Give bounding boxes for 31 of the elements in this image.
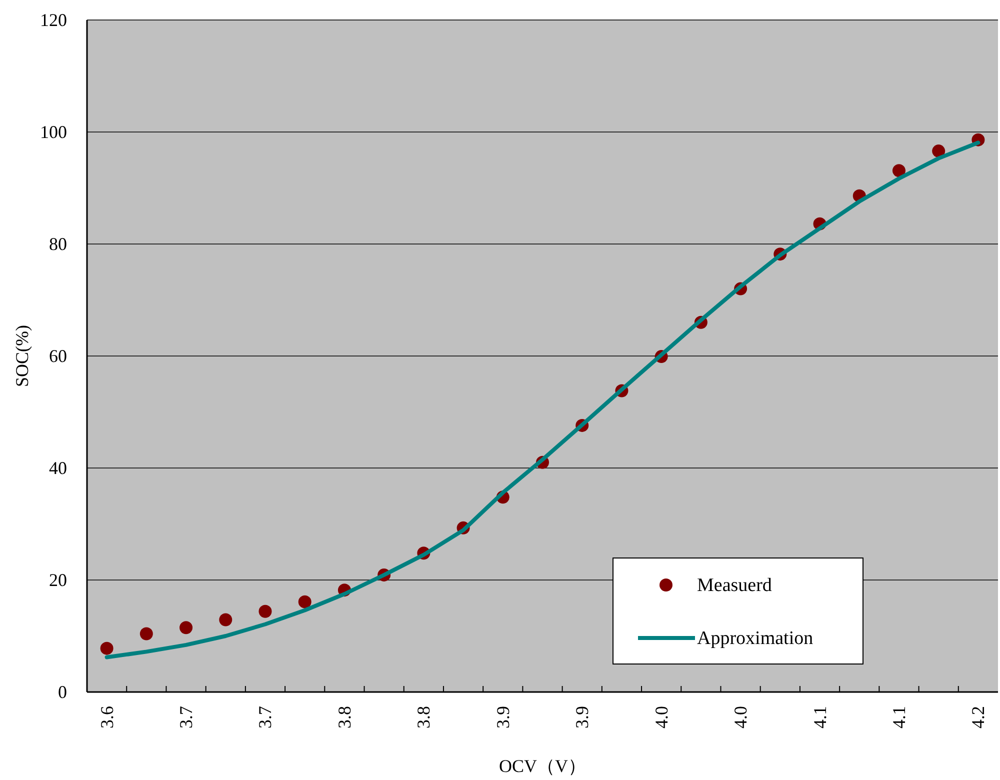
y-tick-label: 20 (49, 570, 67, 590)
x-tick-label: 4.0 (651, 706, 672, 728)
x-tick-label: 4.1 (888, 706, 909, 728)
point (219, 613, 232, 626)
point (100, 642, 114, 655)
y-tick-label: 0 (58, 682, 67, 702)
x-tick-label: 3.9 (492, 706, 513, 728)
x-tick-label: 3.7 (255, 706, 276, 728)
point (892, 164, 906, 178)
x-tick-label: 3.8 (414, 706, 434, 728)
y-tick-label: 60 (49, 346, 67, 366)
y-tick-label: 100 (40, 122, 67, 142)
x-tick-label: 4.1 (810, 706, 830, 728)
point (140, 627, 153, 640)
point (258, 604, 272, 618)
x-tick-label: 3.6 (96, 706, 117, 728)
x-tick-label: 3.9 (572, 706, 592, 728)
y-tick-label: 40 (49, 458, 67, 478)
legend-label: Approximation (697, 628, 814, 649)
y-axis-title: SOC(%) (12, 324, 32, 387)
y-tick-label: 120 (40, 10, 67, 30)
legend-label: Measuerd (697, 575, 772, 596)
x-tick-label: 4.2 (968, 706, 988, 728)
point (932, 144, 946, 158)
x-tick-label: 3.8 (334, 706, 354, 728)
x-tick-label: 4.0 (730, 706, 751, 728)
point (180, 621, 193, 634)
y-tick-label: 80 (49, 234, 67, 254)
x-tick-label: 3.7 (176, 706, 196, 728)
point (298, 595, 312, 608)
x-axis-title: OCV（V） (498, 756, 586, 776)
